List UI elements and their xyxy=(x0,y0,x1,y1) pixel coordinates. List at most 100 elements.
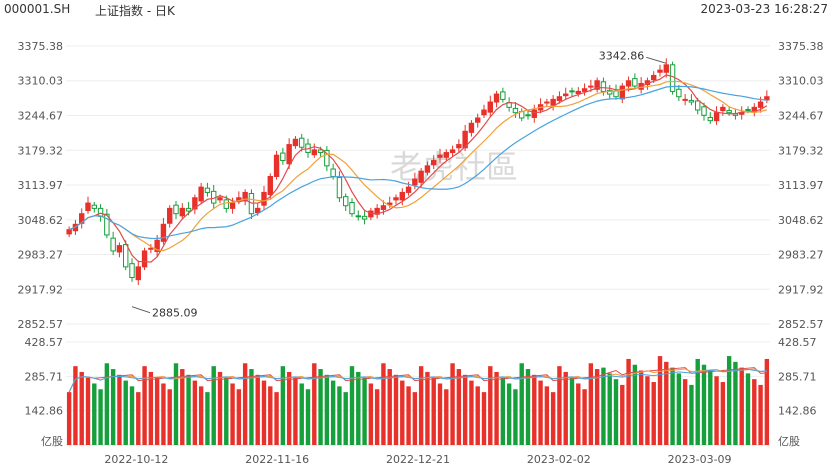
volume-bar xyxy=(211,366,216,445)
volume-tick-left: 285.71 xyxy=(25,370,64,383)
volume-bar xyxy=(714,376,719,445)
candle xyxy=(104,208,110,239)
volume-bar xyxy=(255,374,260,445)
candle xyxy=(79,208,85,229)
candle xyxy=(198,182,204,205)
volume-bar xyxy=(79,371,84,445)
volume-bar xyxy=(645,376,650,445)
price-tick-right: 3375.38 xyxy=(778,40,824,53)
candle xyxy=(311,143,317,158)
candle xyxy=(141,247,148,271)
candle xyxy=(493,90,500,108)
candle xyxy=(569,87,575,97)
volume-bar xyxy=(431,377,436,445)
candle xyxy=(544,98,550,107)
candle xyxy=(66,226,72,238)
price-tick-left: 2917.92 xyxy=(18,283,64,296)
moving-averages xyxy=(68,74,768,393)
candle xyxy=(173,200,179,220)
volume-bar xyxy=(154,377,160,445)
watermark-text: 老虎社區 xyxy=(390,148,518,186)
price-tick-right: 3113.97 xyxy=(778,179,824,192)
volume-bar xyxy=(400,380,405,445)
volume-bar xyxy=(343,392,348,445)
volume-bar xyxy=(469,380,474,445)
volume-bar xyxy=(337,386,342,445)
candle xyxy=(531,104,537,123)
candle xyxy=(751,103,757,117)
volume-bar xyxy=(374,389,380,445)
candle xyxy=(449,145,456,157)
volume-bar xyxy=(764,358,770,445)
low-leader xyxy=(131,306,151,314)
date-tick: 2022-12-21 xyxy=(386,453,450,466)
candle xyxy=(393,194,399,205)
volume-bar xyxy=(456,369,462,445)
price-tick-right: 3244.67 xyxy=(778,110,824,123)
volume-bar xyxy=(626,358,631,445)
candle xyxy=(701,102,707,121)
candle xyxy=(223,195,229,213)
volume-bar xyxy=(98,389,103,445)
volume-bar xyxy=(148,371,154,445)
candle xyxy=(160,217,167,245)
volume-bar xyxy=(708,370,713,445)
candle xyxy=(211,184,217,209)
candle xyxy=(261,186,267,210)
volume-bar xyxy=(274,392,279,445)
volume-bar xyxy=(180,369,185,445)
volume-bar xyxy=(330,380,336,445)
price-tick-right: 3310.03 xyxy=(778,75,824,88)
candle xyxy=(669,61,676,95)
candle xyxy=(368,207,374,221)
volume-bar xyxy=(513,389,518,445)
volume-bar xyxy=(550,392,556,445)
candle xyxy=(349,198,355,217)
candle xyxy=(563,87,569,100)
volume-bar xyxy=(66,392,72,445)
candle xyxy=(355,210,361,221)
candle xyxy=(399,188,405,206)
ma5-line xyxy=(68,74,768,263)
candle xyxy=(525,110,531,120)
candle xyxy=(286,138,292,170)
volume-bar xyxy=(217,371,223,445)
volume-bar xyxy=(739,367,744,445)
low-label: 2885.09 xyxy=(152,307,198,320)
candle xyxy=(280,147,286,165)
candle xyxy=(537,98,544,114)
volume-bar xyxy=(224,377,229,445)
volume-bar xyxy=(752,379,757,445)
volume-bar xyxy=(418,366,424,445)
candle xyxy=(192,194,198,215)
volume-bar xyxy=(733,361,738,445)
candle xyxy=(273,150,280,180)
volume-bar xyxy=(205,392,210,445)
candle xyxy=(85,196,91,214)
volume-bar xyxy=(425,371,430,445)
volume-bar xyxy=(412,392,418,445)
volume-tick-right: 142.86 xyxy=(778,405,817,418)
volume-bar xyxy=(110,369,116,445)
volume-bar xyxy=(607,373,612,445)
volume-bar xyxy=(726,356,732,445)
candle xyxy=(481,104,487,118)
price-tick-left: 3048.62 xyxy=(18,214,64,227)
volume-bar xyxy=(475,386,480,445)
volume-bar xyxy=(664,361,669,445)
price-tick-left: 3179.32 xyxy=(18,144,64,157)
volume-bar xyxy=(682,379,688,445)
candle xyxy=(336,171,343,203)
volume-bar xyxy=(173,363,179,445)
price-tick-left: 3244.67 xyxy=(18,110,64,123)
volume-bar xyxy=(393,374,399,445)
volume-bar xyxy=(136,392,141,445)
volume-bar xyxy=(73,366,78,445)
index-name-label: 上证指数 - 日K xyxy=(95,4,175,18)
candle xyxy=(292,136,299,149)
volume-bar xyxy=(620,384,625,445)
volume-bar xyxy=(632,364,638,445)
candle xyxy=(657,64,663,77)
volume-bar xyxy=(532,374,537,445)
